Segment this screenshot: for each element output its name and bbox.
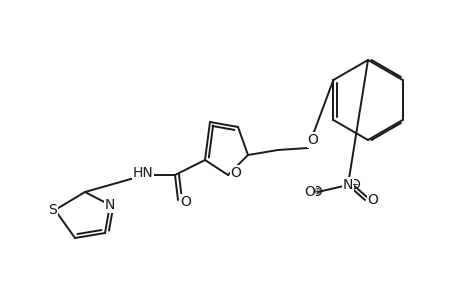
Text: S: S <box>49 203 57 217</box>
Text: O: O <box>307 133 318 147</box>
Text: O: O <box>180 195 191 209</box>
Text: N: N <box>105 198 115 212</box>
Text: O: O <box>367 193 378 207</box>
Text: O: O <box>230 166 241 180</box>
Text: O: O <box>304 185 315 199</box>
Text: N: N <box>342 178 353 192</box>
Text: ⊕: ⊕ <box>313 187 320 196</box>
Text: HN: HN <box>132 166 153 180</box>
Text: −: − <box>351 179 358 188</box>
